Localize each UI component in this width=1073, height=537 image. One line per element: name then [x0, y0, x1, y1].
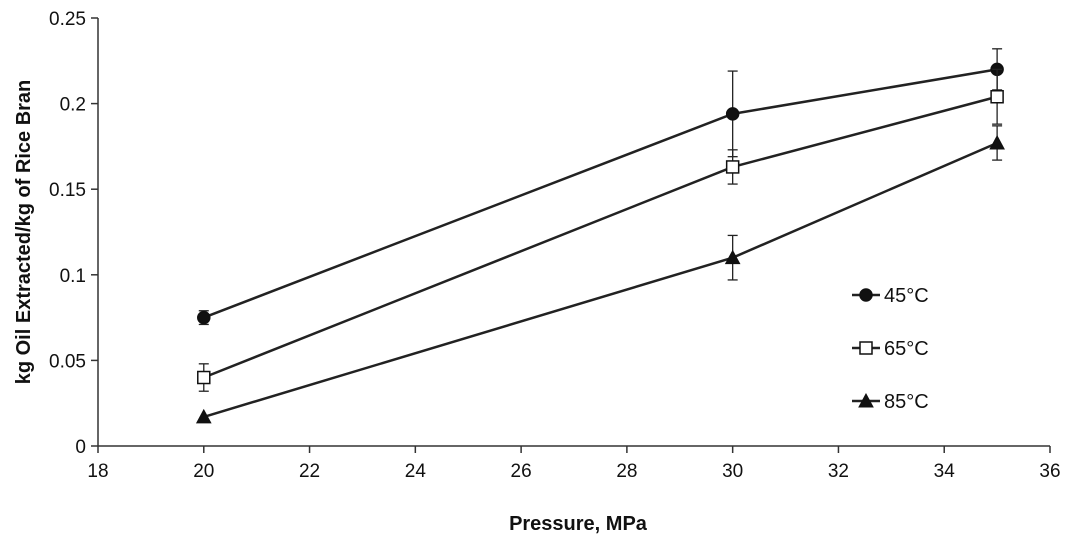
legend-marker: [859, 288, 873, 302]
series-2: [195, 125, 1005, 424]
legend-marker: [858, 392, 874, 408]
series-line: [203, 141, 998, 419]
data-point: [725, 160, 740, 174]
x-tick-label: 34: [934, 461, 956, 482]
axes: [97, 18, 1050, 447]
data-point: [197, 310, 211, 325]
legend-label: 85°C: [884, 391, 929, 413]
series-line: [203, 95, 998, 379]
x-tick-label: 24: [405, 461, 427, 482]
series-1: [197, 68, 1004, 392]
data-point: [195, 408, 212, 424]
x-tick-label: 32: [828, 461, 849, 482]
legend-label: 45°C: [884, 285, 929, 307]
legend-marker: [859, 341, 873, 355]
series-0: [197, 48, 1004, 326]
data-point: [197, 370, 211, 385]
x-tick-label: 30: [722, 461, 743, 482]
x-tick-label: 28: [616, 461, 637, 482]
y-tick-label: 0.1: [60, 266, 86, 287]
y-tick-label: 0.25: [49, 9, 86, 30]
x-axis-title: Pressure, MPa: [509, 513, 648, 535]
data-point: [724, 249, 741, 265]
y-axis-ticks: 0 0.05 0.1 0.15 0.2 0.25: [49, 9, 98, 458]
y-tick-label: 0.2: [60, 95, 86, 116]
legend-label: 65°C: [884, 338, 929, 360]
y-tick-label: 0.15: [49, 180, 86, 201]
legend-item-1: 65°C: [852, 338, 929, 360]
legend-item-0: 45°C: [852, 285, 929, 307]
y-axis-title: kg Oil Extracted/kg of Rice Bran: [13, 80, 35, 385]
data-point: [990, 90, 1004, 104]
x-tick-label: 18: [87, 461, 108, 482]
data-point: [989, 134, 1005, 150]
data-point: [725, 107, 740, 121]
series-layer: [195, 48, 1005, 424]
legend-item-2: 85°C: [852, 391, 929, 413]
x-tick-label: 20: [193, 461, 214, 482]
x-tick-label: 36: [1039, 461, 1060, 482]
x-tick-label: 22: [299, 461, 320, 482]
y-tick-label: 0.05: [49, 351, 86, 372]
x-tick-label: 26: [511, 461, 532, 482]
x-axis-ticks: 18 20 22 24 26 28 30 32 34 36: [87, 446, 1061, 482]
legend: 45°C 65°C 85°C: [852, 285, 929, 413]
y-tick-label: 0: [75, 437, 86, 458]
